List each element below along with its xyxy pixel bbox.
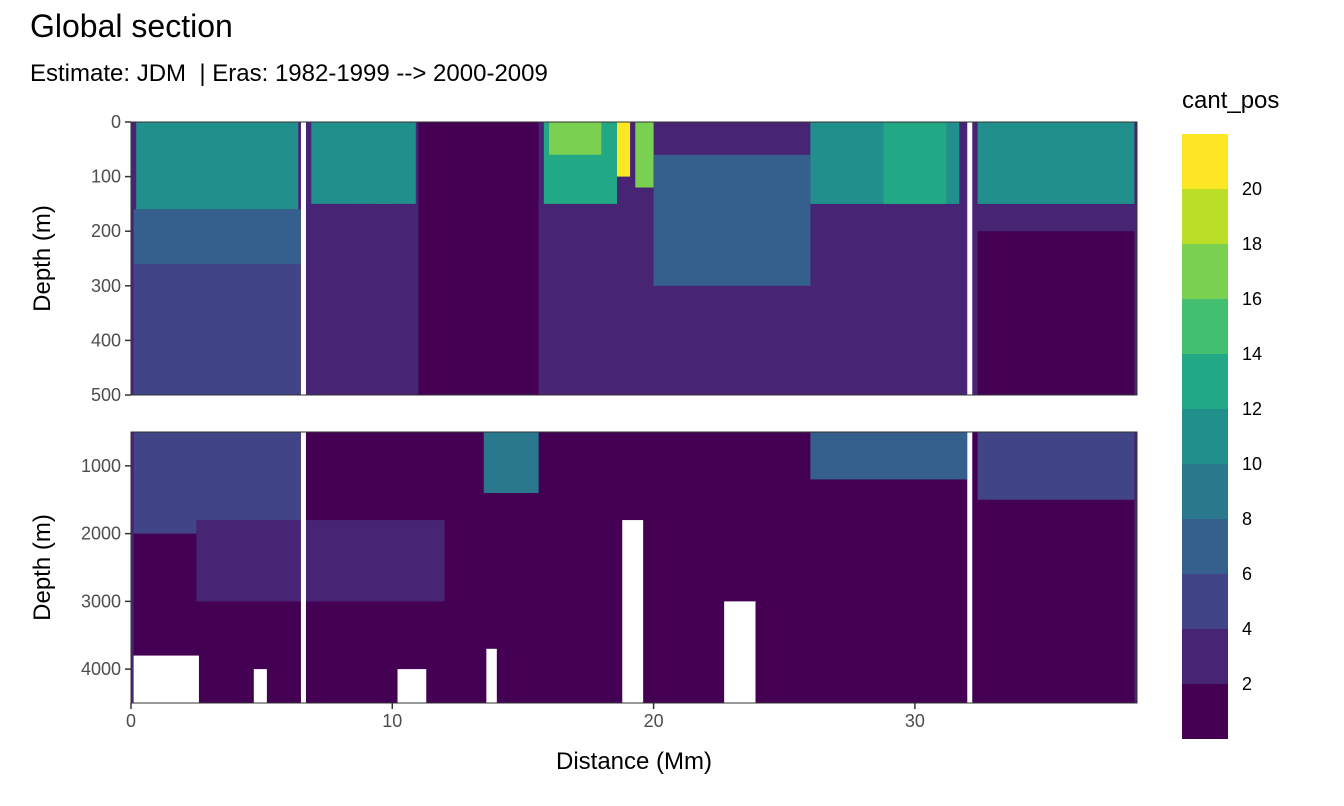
x-axis-label: Distance (Mm): [556, 748, 712, 775]
y-tick-label: 200: [91, 221, 121, 241]
section-gap: [967, 432, 973, 703]
field-cell: [483, 432, 539, 493]
field-cell: [810, 432, 968, 480]
legend-tick-label: 6: [1242, 564, 1252, 584]
x-tick-label: 30: [905, 711, 925, 731]
upper-panel: [130, 121, 1138, 396]
legend-swatch: [1182, 354, 1228, 409]
field-cell: [133, 209, 301, 264]
y-axis-label: Depth (m): [29, 514, 56, 621]
x-tick-label: 0: [126, 711, 136, 731]
field-cell: [977, 432, 1135, 500]
chart-title: Global section: [30, 8, 233, 44]
field-cell: [977, 122, 1135, 204]
field-cell: [617, 122, 631, 177]
seafloor-mask: [253, 669, 267, 703]
y-tick-label: 400: [91, 330, 121, 350]
seafloor-mask: [486, 648, 497, 703]
legend-swatch: [1182, 464, 1228, 519]
y-tick-label: 3000: [81, 591, 121, 611]
legend-swatch: [1182, 134, 1228, 189]
panel-border: [130, 431, 1138, 704]
legend-tick-label: 20: [1242, 179, 1262, 199]
field-cell: [883, 122, 947, 204]
field-cell: [635, 122, 654, 188]
chart-subtitle: Estimate: JDM | Eras: 1982-1999 --> 2000…: [30, 60, 548, 87]
field-cell: [313, 203, 432, 314]
section-gap: [967, 122, 973, 395]
y-tick-label: 500: [91, 385, 121, 405]
y-tick-label: 4000: [81, 659, 121, 679]
field-cell: [196, 520, 445, 602]
y-axis-label: Depth (m): [29, 205, 56, 312]
seafloor-mask: [724, 601, 756, 703]
legend-tick-label: 16: [1242, 289, 1262, 309]
legend-tick-label: 8: [1242, 509, 1252, 529]
legend-swatch: [1182, 189, 1228, 244]
y-tick-label: 1000: [81, 456, 121, 476]
seafloor-mask: [133, 655, 199, 703]
section-gap: [300, 432, 306, 703]
legend-swatch: [1182, 299, 1228, 354]
legend-tick-label: 18: [1242, 234, 1262, 254]
field-cell: [977, 231, 1135, 395]
field-cell: [418, 122, 539, 395]
field-cell: [549, 122, 602, 155]
legend-tick-label: 4: [1242, 619, 1252, 639]
legend-tick-label: 12: [1242, 399, 1262, 419]
field-cell: [653, 154, 811, 286]
field-cell: [136, 122, 299, 210]
legend-swatch: [1182, 629, 1228, 684]
legend-tick-label: 14: [1242, 344, 1262, 364]
y-tick-label: 2000: [81, 524, 121, 544]
y-tick-label: 100: [91, 167, 121, 187]
seafloor-mask: [622, 520, 644, 703]
legend-swatch: [1182, 574, 1228, 629]
legend-swatch: [1182, 409, 1228, 464]
legend-title: cant_pos: [1182, 87, 1279, 114]
y-tick-label: 300: [91, 276, 121, 296]
seafloor-mask: [397, 669, 427, 703]
panel-border: [130, 121, 1138, 396]
legend-swatch: [1182, 244, 1228, 299]
lower-panel: [130, 431, 1138, 704]
field-cell: [133, 263, 301, 395]
legend-tick-label: 2: [1242, 674, 1252, 694]
y-tick-label: 0: [111, 112, 121, 132]
legend: cant_pos 2 4 6 8 10 12 14 16 18 20: [1182, 87, 1279, 739]
section-gap: [300, 122, 306, 395]
field-cell: [133, 432, 301, 534]
legend-tick-label: 10: [1242, 454, 1262, 474]
x-tick-label: 10: [382, 711, 402, 731]
x-tick-label: 20: [644, 711, 664, 731]
field-cell: [311, 122, 416, 204]
legend-swatch: [1182, 519, 1228, 574]
legend-swatch: [1182, 684, 1228, 739]
